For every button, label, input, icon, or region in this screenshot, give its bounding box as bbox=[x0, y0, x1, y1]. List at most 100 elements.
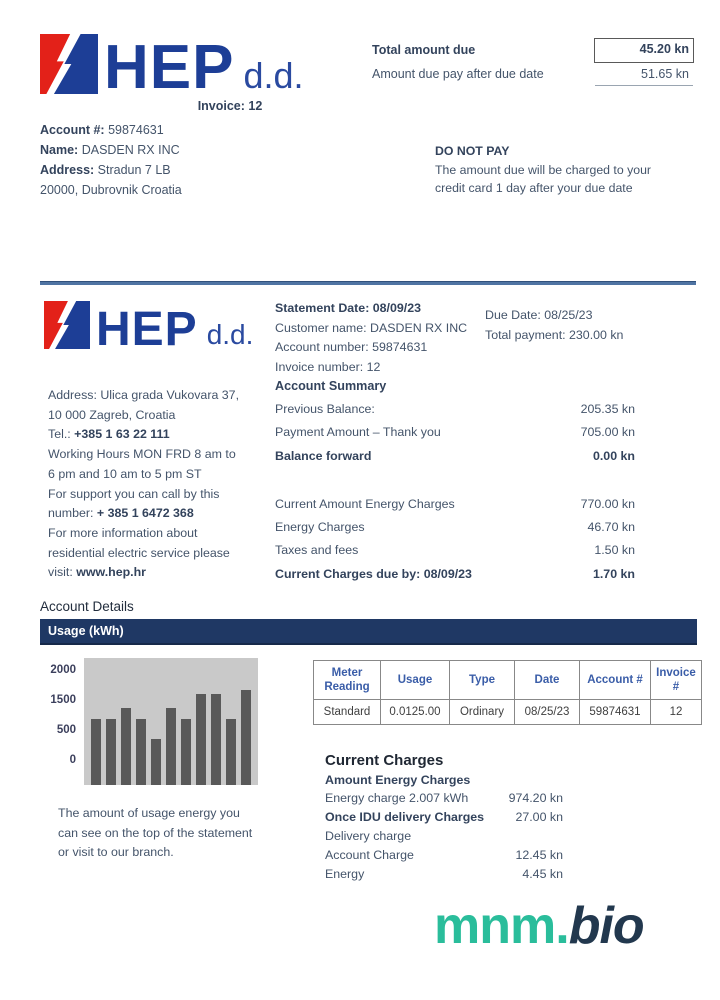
brand-secondary-text: bio bbox=[568, 897, 645, 955]
summary-row-value: 0.00 kn bbox=[592, 448, 635, 463]
table-row: Standard 0.0125.00 Ordinary 08/25/23 598… bbox=[313, 699, 702, 725]
chart-bar bbox=[211, 693, 221, 785]
summary-row: Current Amount Energy Charges 770.00 kn bbox=[275, 497, 635, 520]
chart-bar bbox=[136, 718, 146, 785]
account-info-block: Account #: 59874631 Name: DASDEN RX INC … bbox=[40, 120, 182, 200]
amount-energy-charges-subtitle: Amount Energy Charges bbox=[325, 773, 471, 787]
y-tick-label: 1500 bbox=[50, 694, 76, 706]
current-charges-title: Current Charges bbox=[325, 752, 444, 769]
statement-customer-name: Customer name: DASDEN RX INC bbox=[275, 320, 468, 335]
customer-name-label: Name: bbox=[40, 143, 79, 157]
summary-row-label: Current Charges due by: 08/09/23 bbox=[275, 566, 472, 581]
total-amount-due-value: 45.20 kn bbox=[594, 38, 694, 63]
charge-row: Energy 4.45 kn bbox=[325, 867, 563, 886]
table-cell: 08/25/23 bbox=[514, 699, 580, 725]
summary-row-label: Previous Balance: bbox=[275, 402, 375, 416]
due-date: Due Date: 08/25/23 bbox=[485, 308, 593, 322]
charge-row-label: Once IDU delivery Charges bbox=[325, 810, 485, 824]
charge-row-value: 27.00 kn bbox=[515, 810, 563, 824]
chart-bar bbox=[226, 718, 236, 785]
table-cell: 12 bbox=[650, 699, 702, 725]
column-header: Usage bbox=[380, 660, 450, 700]
summary-row-value: 205.35 kn bbox=[580, 402, 635, 416]
summary-row: Taxes and fees 1.50 kn bbox=[275, 543, 635, 566]
tel-number: +385 1 63 22 111 bbox=[74, 427, 170, 442]
company-address-line1: Address: Ulica grada Vukovara 37, bbox=[48, 388, 240, 402]
hep-logo: HEP d.d. bbox=[40, 33, 304, 103]
chart-bar bbox=[196, 693, 206, 785]
current-charges-rows: Energy charge 2.007 kWh 974.20 kn Once I… bbox=[325, 791, 563, 886]
column-header: Date bbox=[514, 660, 580, 700]
tel-label: Tel.: bbox=[48, 427, 75, 442]
do-not-pay-block: DO NOT PAY The amount due will be charge… bbox=[435, 142, 651, 198]
chart-bar bbox=[181, 718, 191, 785]
usage-banner: Usage (kWh) bbox=[40, 619, 697, 645]
total-payment: Total payment: 230.00 kn bbox=[485, 327, 624, 342]
section-divider bbox=[40, 281, 696, 285]
summary-row-value: 1.50 kn bbox=[594, 543, 635, 558]
statement-info-block: Statement Date: 08/09/23 Customer name: … bbox=[275, 299, 467, 377]
table-cell: 0.0125.00 bbox=[380, 699, 450, 725]
chart-bar bbox=[166, 708, 176, 785]
hep-lightning-icon bbox=[40, 34, 98, 94]
hep-logo-secondary: HEP d.d. bbox=[44, 301, 254, 356]
hep-logo-suffix: d.d. bbox=[206, 319, 254, 350]
summary-row-value: 1.70 kn bbox=[592, 566, 635, 581]
charge-row-label: Account Charge bbox=[325, 848, 414, 862]
amount-after-due-value: 51.65 kn bbox=[595, 63, 693, 86]
account-summary-rows: Previous Balance: 205.35 kn Payment Amou… bbox=[275, 402, 635, 590]
charge-row: Account Charge 12.45 kn bbox=[325, 848, 563, 867]
address-value: Stradun 7 LB bbox=[97, 163, 171, 177]
summary-row: Balance forward 0.00 kn bbox=[275, 449, 635, 472]
summary-row-label: Energy Charges bbox=[275, 520, 365, 535]
support-line1: For support you can call by this bbox=[48, 486, 220, 501]
do-not-pay-title: DO NOT PAY bbox=[435, 144, 510, 158]
column-header: Account # bbox=[579, 660, 651, 700]
summary-row-value: 705.00 kn bbox=[580, 425, 635, 440]
summary-row: Energy Charges 46.70 kn bbox=[275, 520, 635, 543]
summary-row: Payment Amount – Thank you 705.00 kn bbox=[275, 425, 635, 448]
usage-note: The amount of usage energy you can see o… bbox=[58, 804, 252, 863]
charge-row-value: 4.45 kn bbox=[522, 867, 563, 881]
company-tel-line: Tel.: +385 1 63 22 111 bbox=[48, 425, 283, 445]
statement-date: Statement Date: 08/09/23 bbox=[275, 301, 422, 315]
due-info-block: Due Date: 08/25/23 Total payment: 230.00… bbox=[485, 306, 623, 345]
visit-label: visit: bbox=[48, 565, 77, 580]
support-line2: number: + 385 1 6472 368 bbox=[48, 504, 283, 524]
total-amount-due-label: Total amount due bbox=[372, 43, 476, 57]
y-tick-label: 2000 bbox=[50, 664, 76, 676]
hep-logo-text: HEP bbox=[104, 33, 235, 103]
customer-name-value: DASDEN RX INC bbox=[81, 143, 180, 157]
hep-logo-suffix: d.d. bbox=[243, 55, 304, 96]
chart-bar bbox=[241, 689, 251, 785]
do-not-pay-line1: The amount due will be charged to your bbox=[435, 162, 652, 177]
invoice-number-label: Invoice: 12 bbox=[197, 99, 263, 113]
y-tick-label: 0 bbox=[69, 754, 76, 766]
chart-bar bbox=[91, 718, 101, 785]
address-line: Address: Stradun 7 LB bbox=[40, 160, 182, 180]
do-not-pay-line2: credit card 1 day after your due date bbox=[435, 181, 633, 195]
account-details-title: Account Details bbox=[40, 599, 134, 614]
chart-y-axis: 2000 1500 500 0 bbox=[38, 664, 76, 766]
charge-row: Once IDU delivery Charges 27.00 kn bbox=[325, 810, 563, 829]
summary-row-label: Current Amount Energy Charges bbox=[275, 496, 455, 511]
chart-bar bbox=[106, 718, 116, 785]
statement-invoice-number: Invoice number: 12 bbox=[275, 359, 381, 374]
usage-note-line3: or visit to our branch. bbox=[58, 845, 174, 859]
company-contact-block: Address: Ulica grada Vukovara 37, 10 000… bbox=[48, 386, 283, 583]
charge-row: Delivery charge bbox=[325, 829, 563, 848]
charge-row-label: Delivery charge bbox=[325, 829, 412, 843]
amount-after-due-label: Amount due pay after due date bbox=[372, 67, 544, 81]
hep-logo-text: HEP bbox=[96, 302, 198, 356]
summary-row: Current Charges due by: 08/09/23 1.70 kn bbox=[275, 567, 635, 590]
usage-note-line2: can see on the top of the statement bbox=[58, 825, 253, 840]
meter-reading-table: Meter Reading Usage Type Date Account # … bbox=[313, 660, 702, 725]
usage-bar-chart bbox=[84, 658, 258, 785]
charge-row-value: 12.45 kn bbox=[515, 848, 563, 862]
column-header: Invoice # bbox=[650, 660, 702, 700]
customer-name-line: Name: DASDEN RX INC bbox=[40, 140, 182, 160]
charge-row-label: Energy bbox=[325, 867, 365, 881]
support-number-label: number: bbox=[48, 506, 97, 521]
usage-note-line1: The amount of usage energy you bbox=[58, 806, 240, 820]
